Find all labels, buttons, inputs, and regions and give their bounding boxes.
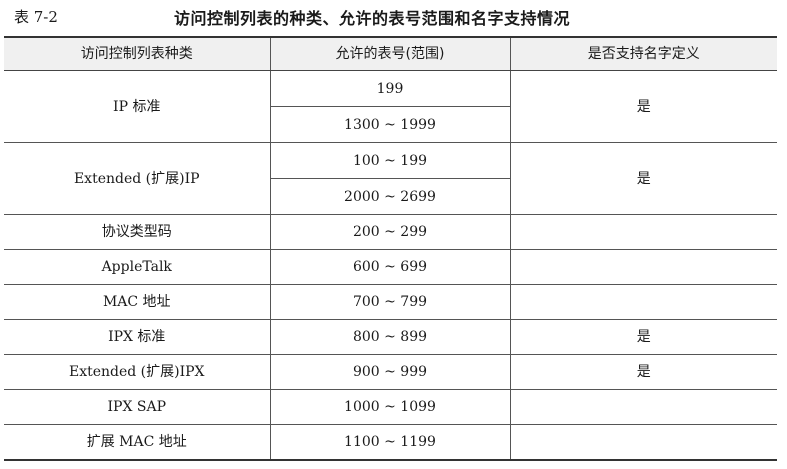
cell-acl-type: 协议类型码 [4, 214, 271, 250]
table-caption: 表 7-2 访问控制列表的种类、允许的表号范围和名字支持情况 [0, 4, 787, 28]
header-acl-type: 访问控制列表种类 [4, 36, 271, 71]
cell-acl-type: Extended (扩展)IPX [4, 354, 271, 390]
cell-acl-type: IP 标准 [4, 70, 271, 143]
table-number: 表 7-2 [14, 8, 58, 26]
cell-number-range: 199 [269, 70, 511, 107]
table-title: 访问控制列表的种类、允许的表号范围和名字支持情况 [174, 9, 571, 28]
header-number-range: 允许的表号(范围) [269, 36, 511, 71]
cell-acl-type: Extended (扩展)IP [4, 142, 271, 215]
cell-acl-type: IPX 标准 [4, 319, 271, 355]
cell-number-range: 900 ~ 999 [269, 354, 511, 390]
cell-named-support: 是 [509, 142, 777, 215]
header-named-support: 是否支持名字定义 [509, 36, 777, 71]
cell-acl-type: MAC 地址 [4, 284, 271, 320]
cell-named-support [509, 214, 777, 250]
table-row: AppleTalk 600 ~ 699 [4, 249, 777, 285]
cell-number-range: 700 ~ 799 [269, 284, 511, 320]
cell-number-range: 800 ~ 899 [269, 319, 511, 355]
table-row: Extended (扩展)IP 100 ~ 199 是 [4, 142, 777, 215]
cell-named-support: 是 [509, 70, 777, 143]
cell-acl-type: 扩展 MAC 地址 [4, 424, 271, 461]
table-row: 扩展 MAC 地址 1100 ~ 1199 [4, 424, 777, 461]
table-row: 2000 ~ 2699 [4, 178, 777, 215]
table-row: IP 标准 199 是 [4, 70, 777, 143]
cell-number-range: 1300 ~ 1999 [270, 106, 510, 143]
cell-number-range: 1000 ~ 1099 [269, 389, 511, 425]
cell-named-support [509, 249, 777, 285]
cell-number-range: 1100 ~ 1199 [269, 424, 511, 461]
cell-number-range: 600 ~ 699 [269, 249, 511, 285]
cell-named-support [509, 389, 777, 425]
cell-number-range: 200 ~ 299 [269, 214, 511, 250]
table-row: IPX SAP 1000 ~ 1099 [4, 389, 777, 425]
cell-acl-type: AppleTalk [4, 249, 271, 285]
table-row: Extended (扩展)IPX 900 ~ 999 是 [4, 354, 777, 390]
table-row: MAC 地址 700 ~ 799 [4, 284, 777, 320]
cell-acl-type: IPX SAP [4, 389, 271, 425]
cell-named-support: 是 [509, 319, 777, 355]
cell-number-range: 100 ~ 199 [269, 142, 511, 179]
table-row: IPX 标准 800 ~ 899 是 [4, 319, 777, 355]
cell-named-support [509, 284, 777, 320]
table-row: 协议类型码 200 ~ 299 [4, 214, 777, 250]
acl-table: 访问控制列表种类 允许的表号(范围) 是否支持名字定义 IP 标准 199 是 … [4, 36, 777, 461]
table-row: 1300 ~ 1999 [4, 106, 777, 143]
cell-number-range: 2000 ~ 2699 [270, 178, 510, 215]
header-row: 访问控制列表种类 允许的表号(范围) 是否支持名字定义 [4, 36, 777, 71]
cell-named-support [509, 424, 777, 461]
cell-named-support: 是 [509, 354, 777, 390]
